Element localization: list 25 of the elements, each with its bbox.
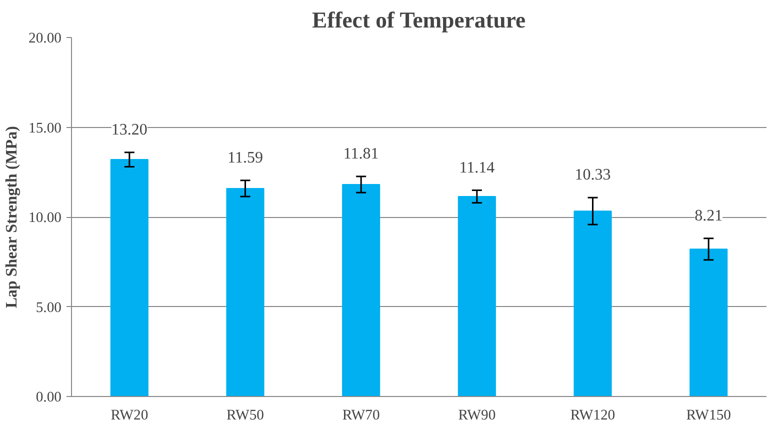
x-tick-label: RW90 — [458, 408, 496, 424]
bar — [574, 210, 612, 396]
bar — [458, 196, 496, 396]
chart-title: Effect of Temperature — [312, 8, 526, 32]
bar — [342, 184, 380, 396]
data-label: 11.59 — [228, 149, 263, 166]
y-tick-label: 5.00 — [36, 300, 62, 316]
data-label: 8.21 — [694, 207, 723, 224]
bar — [226, 188, 264, 396]
data-label: 11.14 — [459, 159, 495, 176]
x-tick-label: RW50 — [226, 408, 264, 424]
x-tick-label: RW20 — [110, 408, 148, 424]
y-tick-label: 15.00 — [28, 120, 62, 136]
y-axis-title: Lap Shear Strength (MPa) — [4, 126, 21, 308]
data-label: 11.81 — [343, 145, 379, 162]
y-tick-label: 20.00 — [28, 30, 62, 46]
y-tick-label: 0.00 — [36, 390, 62, 406]
data-label: 10.33 — [574, 166, 611, 184]
bar — [110, 159, 148, 396]
x-tick-label: RW120 — [570, 408, 616, 424]
y-tick-label: 10.00 — [28, 210, 62, 226]
bar — [690, 248, 728, 396]
data-label: 13.20 — [111, 121, 148, 138]
x-tick-label: RW70 — [342, 408, 380, 424]
x-tick-label: RW150 — [686, 408, 731, 424]
